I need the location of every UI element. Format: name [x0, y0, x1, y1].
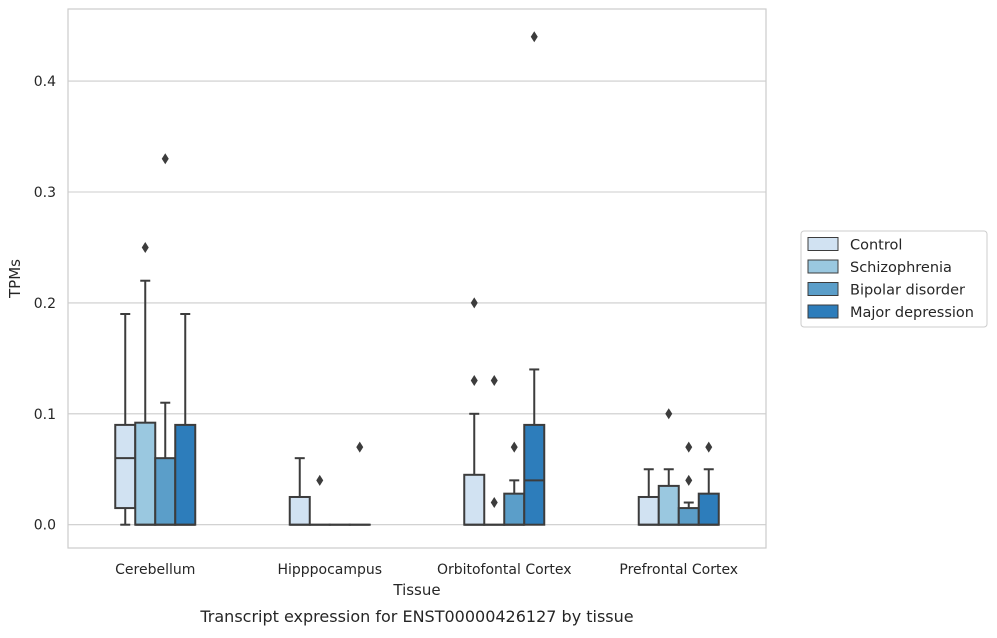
outlier-point	[471, 297, 478, 308]
outlier-point	[531, 31, 538, 42]
box-control	[464, 297, 484, 524]
x-tick-label: Prefrontal Cortex	[619, 562, 738, 578]
outlier-point	[491, 375, 498, 386]
outlier-point	[685, 442, 692, 453]
y-tick-label: 0.0	[34, 518, 56, 534]
outlier-point	[685, 475, 692, 486]
box-control	[115, 314, 135, 525]
box-iqr	[659, 486, 679, 525]
x-tick-label: Orbitofontal Cortex	[437, 562, 572, 578]
x-tick-labels: Cerebellum Hipppocampus Orbitofontal Corte…	[115, 562, 738, 578]
box-plot-marks	[115, 31, 719, 524]
figure-caption: Transcript expression for ENST0000042612…	[199, 607, 633, 626]
legend-label: Major depression	[850, 305, 974, 321]
y-tick-label: 0.2	[34, 296, 56, 312]
box-bipolar-disorder	[504, 442, 524, 525]
box-major-depression	[524, 31, 544, 524]
outlier-point	[491, 497, 498, 508]
legend-label: Bipolar disorder	[850, 283, 965, 299]
box-iqr	[699, 494, 719, 525]
y-tick-label: 0.1	[34, 407, 56, 423]
box-schizophrenia	[659, 408, 679, 524]
box-iqr	[464, 475, 484, 525]
box-iqr	[524, 425, 544, 525]
legend-swatch	[808, 305, 838, 318]
outlier-point	[142, 242, 149, 253]
outlier-point	[511, 442, 518, 453]
legend-label: Schizophrenia	[850, 260, 952, 276]
outlier-point	[162, 153, 169, 164]
legend-swatch	[808, 283, 838, 296]
box-iqr	[290, 497, 310, 525]
box-control	[290, 458, 310, 525]
x-tick-label: Hipppocampus	[277, 562, 382, 578]
x-axis-label: Tissue	[392, 581, 440, 599]
box-major-depression	[350, 442, 370, 525]
box-iqr	[504, 494, 524, 525]
y-tick-labels: 0.0 0.1 0.2 0.3 0.4	[34, 74, 56, 534]
box-schizophrenia	[484, 375, 504, 525]
box-iqr	[115, 425, 135, 508]
box-iqr	[679, 508, 699, 525]
outlier-point	[471, 375, 478, 386]
box-bipolar-disorder	[679, 442, 699, 525]
box-schizophrenia	[310, 475, 330, 525]
outlier-point	[705, 442, 712, 453]
box-major-depression	[175, 314, 195, 525]
box-iqr	[175, 425, 195, 525]
legend: Control Schizophrenia Bipolar disorder Majo…	[801, 231, 987, 327]
box-schizophrenia	[135, 242, 155, 525]
box-iqr	[639, 497, 659, 525]
outlier-point	[316, 475, 323, 486]
box-iqr	[135, 423, 155, 525]
box-bipolar-disorder	[155, 153, 175, 524]
y-axis-label: TPMs	[6, 259, 24, 299]
x-tick-label: Cerebellum	[115, 562, 195, 578]
y-tick-label: 0.4	[34, 74, 56, 90]
box-control	[639, 469, 659, 524]
outlier-point	[356, 442, 363, 453]
outlier-point	[665, 408, 672, 419]
y-tick-label: 0.3	[34, 185, 56, 201]
box-major-depression	[699, 442, 719, 525]
legend-label: Control	[850, 238, 902, 254]
legend-swatch	[808, 260, 838, 273]
legend-swatch	[808, 238, 838, 251]
box-iqr	[155, 458, 175, 525]
